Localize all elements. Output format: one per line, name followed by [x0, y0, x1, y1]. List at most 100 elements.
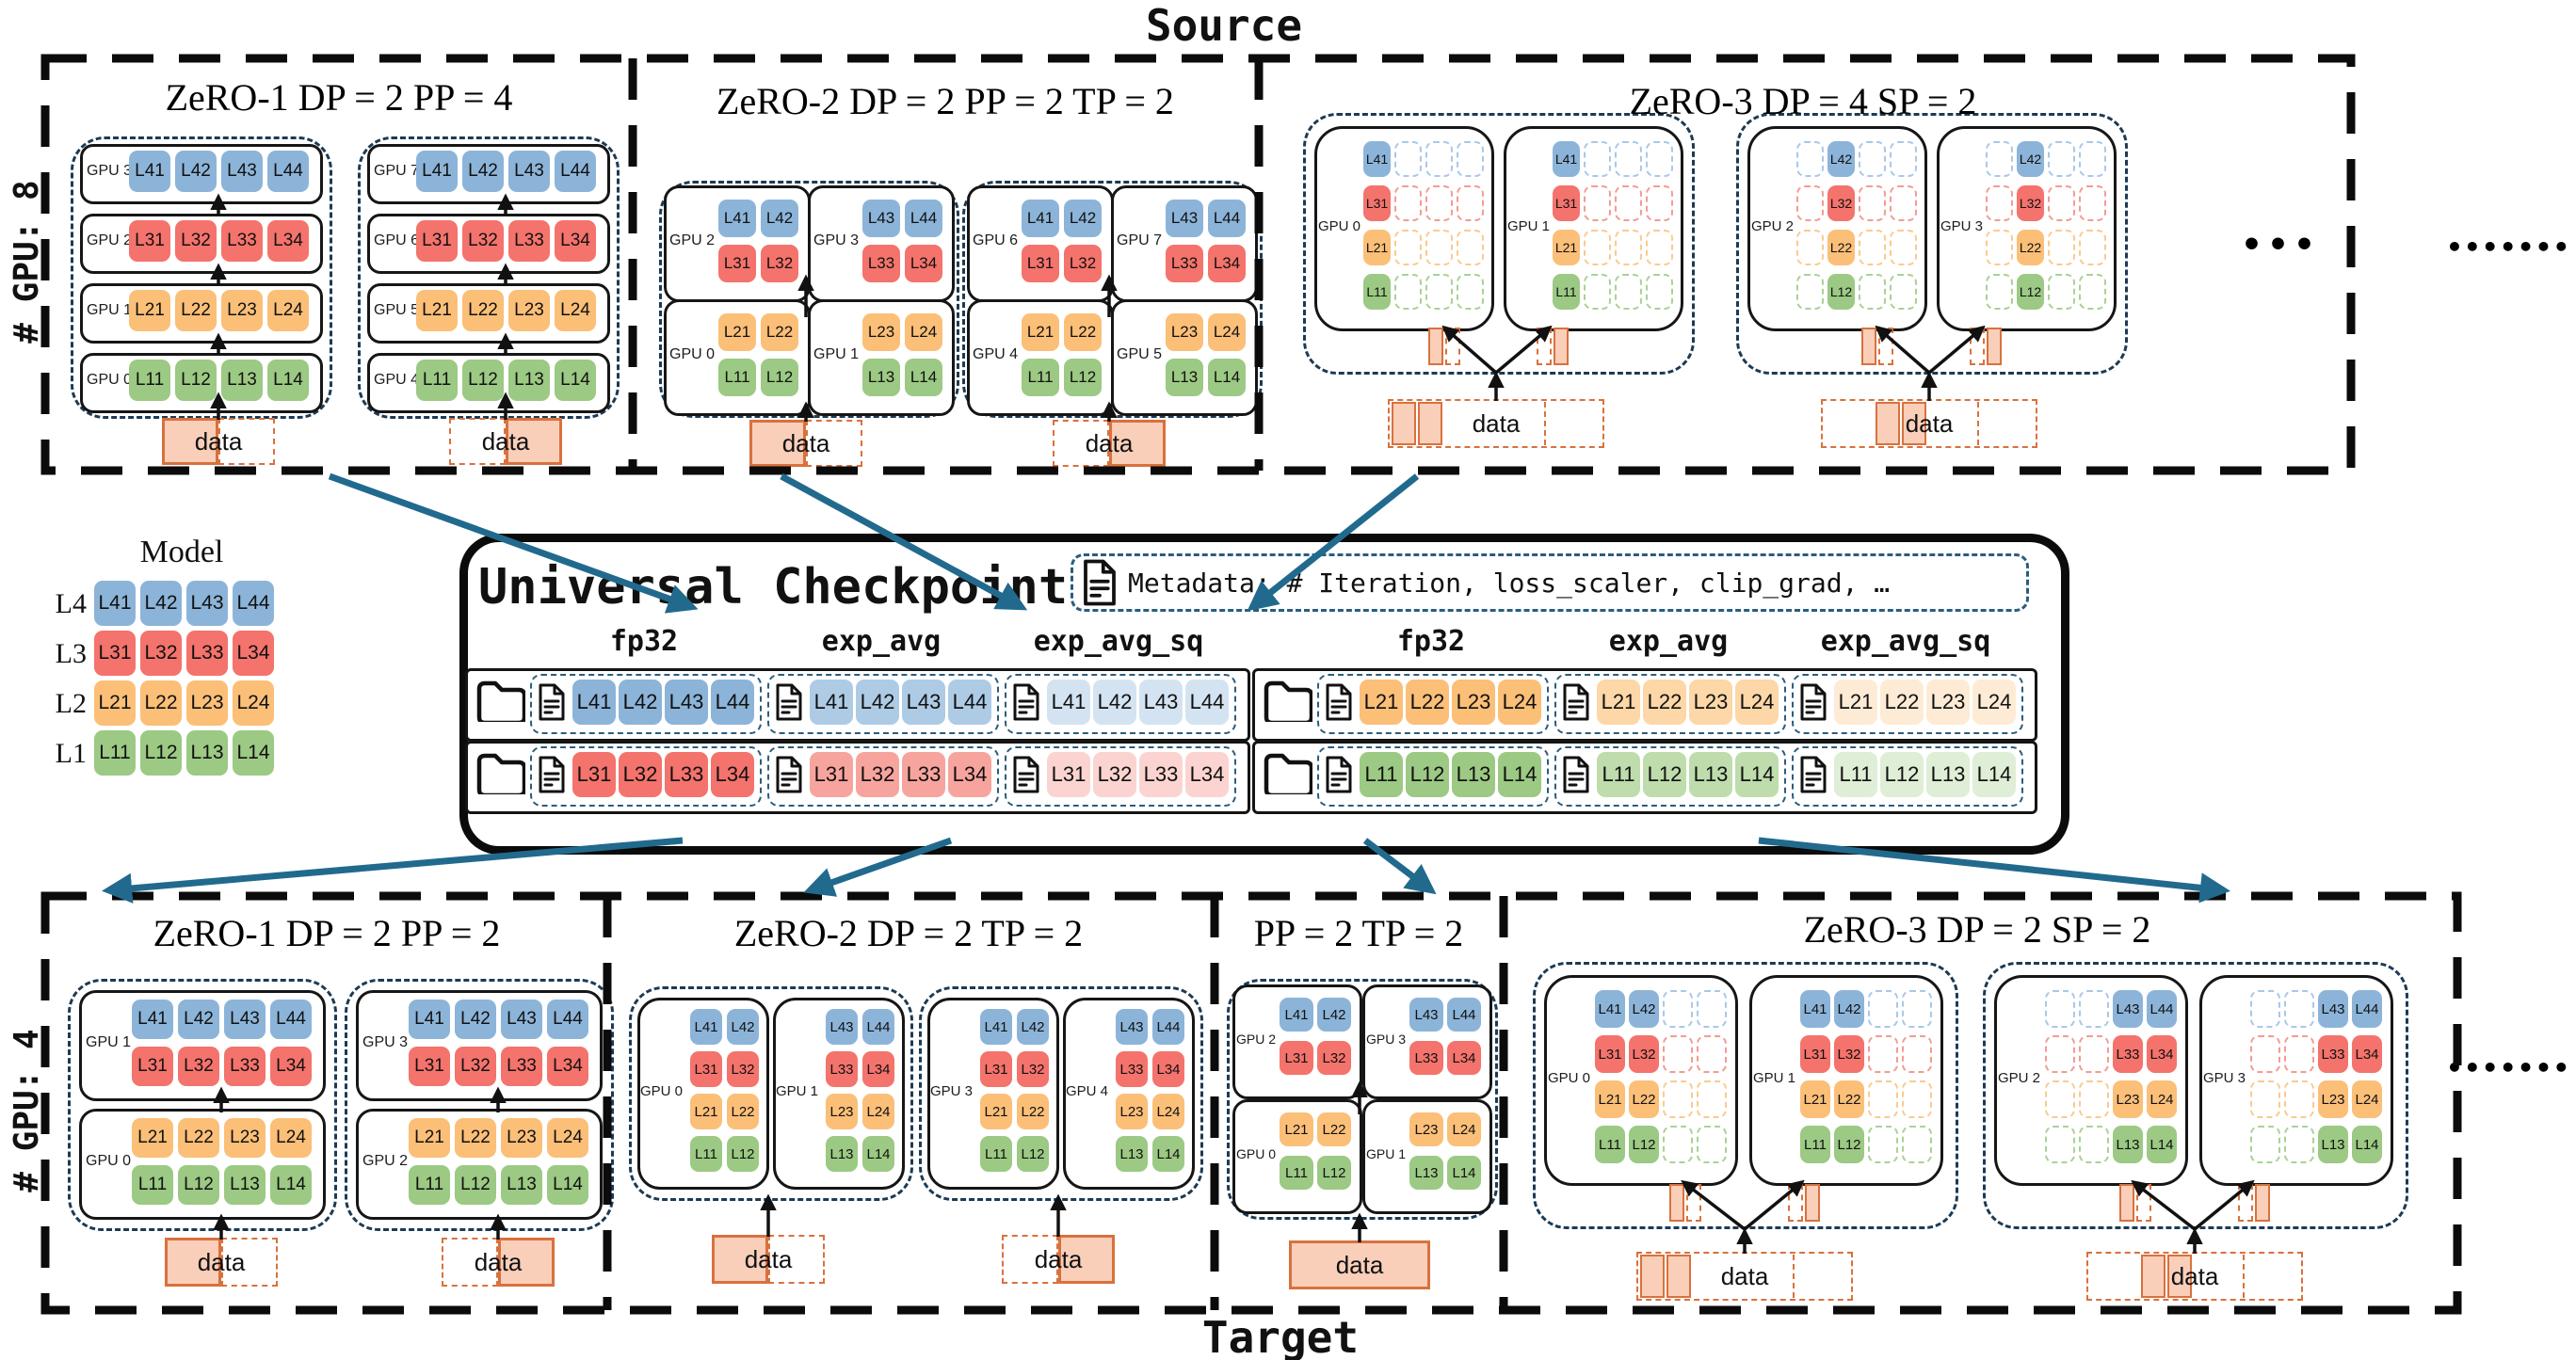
layer-cell: L22 [1834, 1080, 1864, 1118]
gpu-label: GPU 2 [1998, 1069, 2041, 1086]
layer-cell: L11 [980, 1136, 1012, 1172]
data-label: data [781, 428, 830, 457]
layer-cell: L21 [1022, 313, 1059, 351]
gpu-label: GPU 0 [640, 1082, 684, 1099]
layer-cell: L32 [856, 752, 899, 797]
layer-cell: L41 [1280, 998, 1313, 1032]
layer-cell: L24 [2352, 1080, 2382, 1118]
layer-cell: L23 [224, 1118, 266, 1158]
data-shard-ghost [1788, 1184, 1803, 1222]
layer-cell: L22 [1406, 680, 1449, 725]
layer-cell: L42 [140, 581, 182, 626]
layer-cell-empty [1890, 141, 1917, 177]
layer-cell: L14 [270, 1165, 312, 1205]
layer-cell: L31 [416, 220, 458, 262]
layer-cell: L32 [619, 752, 662, 797]
layer-cell-empty [2250, 990, 2280, 1028]
data-shard [1428, 328, 1443, 365]
layer-cell: L32 [175, 220, 217, 262]
layer-cell: L42 [1017, 1009, 1049, 1045]
layer-cell-empty [1584, 185, 1611, 221]
layer-cell: L44 [270, 1000, 312, 1039]
layer-cell: L44 [1185, 680, 1229, 725]
gpu-label: GPU 3 [813, 232, 860, 248]
uc-column-header: fp32 [609, 625, 679, 658]
layer-cell: L22 [1643, 680, 1686, 725]
layer-cell: L44 [2147, 990, 2177, 1028]
data-shard-ghost [1537, 328, 1552, 365]
folder-icon [1264, 680, 1312, 722]
layer-cell: L21 [1363, 230, 1391, 265]
layer-cell: L14 [1972, 752, 2016, 797]
layer-cell: L34 [267, 220, 309, 262]
gpu-count-target-label: # GPU: 4 [8, 1029, 46, 1192]
layer-cell-empty [2284, 990, 2314, 1028]
layer-cell-empty [1425, 274, 1453, 310]
layer-cell-empty [1868, 1035, 1898, 1073]
layer-cell: L31 [409, 1047, 450, 1086]
layer-cell-empty [1584, 274, 1611, 310]
layer-cell: L21 [1553, 230, 1580, 265]
layer-cell: L24 [1152, 1094, 1184, 1129]
layer-cell: L13 [508, 360, 550, 401]
file-icon [1084, 559, 1116, 606]
legend-row-label: L4 [55, 588, 87, 619]
gpu-label: GPU 6 [973, 232, 1019, 248]
layer-cell: L33 [1116, 1051, 1148, 1087]
gpu-label: GPU 1 [813, 346, 860, 362]
layer-cell: L32 [178, 1047, 219, 1086]
data-shard-ghost [1686, 1184, 1701, 1222]
layer-cell: L32 [1064, 245, 1102, 282]
gpu-label: GPU 2 [1751, 217, 1795, 234]
layer-cell-empty [2284, 1080, 2314, 1118]
layer-cell-empty [1425, 185, 1453, 221]
data-label: data [2170, 1261, 2219, 1290]
layer-cell-empty [1986, 141, 2013, 177]
panel-title: ZeRO-3 DP = 2 SP = 2 [1803, 908, 2151, 951]
data-label: data [744, 1244, 793, 1273]
layer-cell: L13 [1166, 359, 1203, 396]
data-shard-ghost [1445, 328, 1460, 365]
layer-cell: L31 [572, 752, 616, 797]
layer-cell: L14 [547, 1165, 588, 1205]
layer-cell: L24 [905, 313, 942, 351]
layer-cell: L44 [2352, 990, 2382, 1028]
layer-cell-empty [1868, 1126, 1898, 1163]
layer-cell: L11 [1597, 752, 1640, 797]
gpu-label: GPU 5 [1117, 346, 1163, 362]
legend-row-label: L1 [55, 738, 87, 769]
layer-cell: L41 [1800, 990, 1830, 1028]
layer-cell: L44 [905, 200, 942, 237]
layer-cell: L41 [1553, 141, 1580, 177]
layer-cell-empty [1859, 185, 1886, 221]
layer-cell: L11 [1553, 274, 1580, 310]
file-icon [1563, 756, 1589, 793]
layer-cell: L33 [2318, 1035, 2348, 1073]
file-icon [1800, 756, 1827, 793]
layer-cell: L41 [409, 1000, 450, 1039]
gpu-label: GPU 3 [87, 163, 133, 179]
layer-cell-empty [1394, 185, 1422, 221]
layer-cell-empty [1796, 230, 1824, 265]
layer-cell: L42 [455, 1000, 496, 1039]
layer-cell: L21 [980, 1094, 1012, 1129]
data-shard [1805, 1184, 1820, 1222]
layer-cell-empty [1646, 185, 1673, 221]
gpu-label: GPU 1 [87, 302, 133, 318]
gpu-label: GPU 3 [2203, 1069, 2246, 1086]
layer-cell-empty [1615, 274, 1642, 310]
layer-cell-empty [1986, 274, 2013, 310]
layer-cell-empty [1663, 1080, 1693, 1118]
layer-cell: L12 [1064, 359, 1102, 396]
layer-cell-empty [1663, 1035, 1693, 1073]
layer-cell: L21 [1360, 680, 1403, 725]
layer-cell: L12 [727, 1136, 759, 1172]
layer-cell: L24 [233, 680, 274, 726]
layer-cell: L11 [1834, 752, 1877, 797]
folder-icon [1264, 753, 1312, 794]
layer-cell: L12 [1629, 1126, 1659, 1163]
layer-cell: L31 [1553, 185, 1580, 221]
layer-cell-empty [2250, 1126, 2280, 1163]
gpu-label: GPU 4 [1066, 1082, 1109, 1099]
data-shard [1554, 328, 1569, 365]
